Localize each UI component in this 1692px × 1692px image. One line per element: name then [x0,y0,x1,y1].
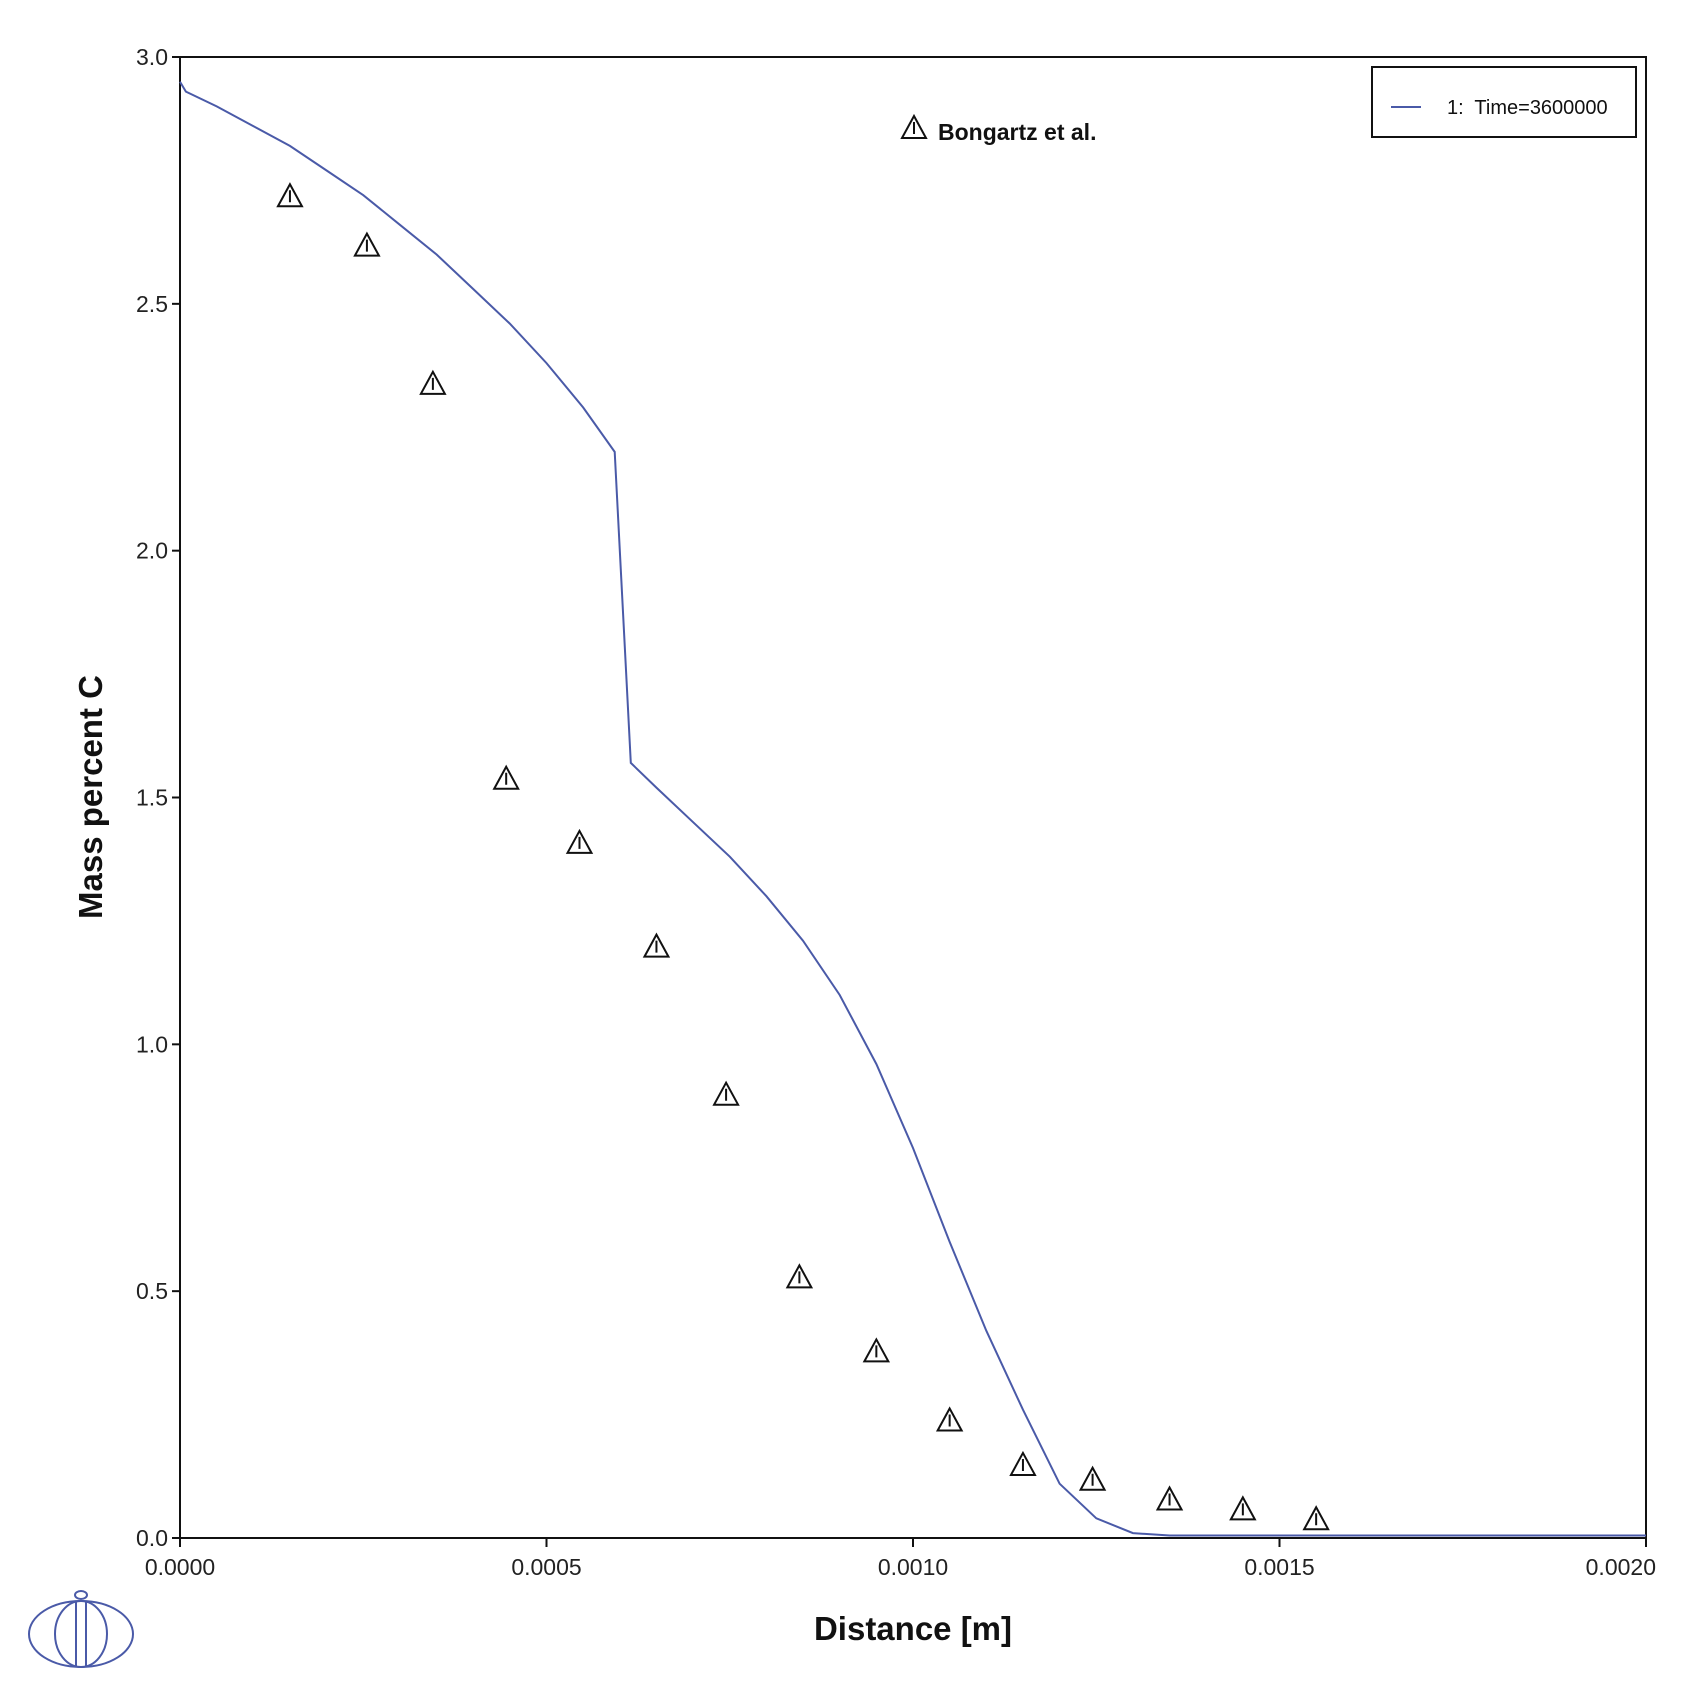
logo [28,1590,134,1668]
data-point-bongartz [862,1337,891,1363]
data-point-bongartz [353,231,381,257]
scatter-annotation: Bongartz et al. [900,113,1096,145]
y-tick-label: 2.0 [136,538,168,564]
x-tick-label: 0.0005 [511,1554,581,1580]
y-tick-label: 2.5 [136,291,168,317]
data-point-bongartz [642,932,671,958]
y-tick-label: 0.5 [136,1278,168,1304]
data-point-bongartz [1009,1450,1037,1476]
data-point-bongartz [1229,1495,1257,1521]
y-tick-label: 3.0 [136,44,168,70]
data-point-bongartz [1302,1505,1330,1531]
x-tick-label: 0.0000 [145,1554,215,1580]
data-point-bongartz [935,1406,964,1432]
data-point-bongartz [785,1263,814,1289]
x-tick-label: 0.0010 [878,1554,948,1580]
series-line-time-3600000 [179,81,1646,1537]
y-tick-label: 0.0 [136,1525,168,1551]
plot-frame [179,56,1647,1539]
annotation-label: Bongartz et al. [938,119,1096,145]
legend-box [1371,66,1637,138]
data-point-bongartz [565,828,594,854]
data-point-bongartz [1078,1465,1107,1491]
logo-ellipse [28,1600,134,1668]
x-tick-label: 0.0015 [1244,1554,1314,1580]
x-axis-title: Distance [m] [814,1610,1012,1647]
y-tick-label: 1.5 [136,785,168,811]
y-tick-label: 1.0 [136,1031,168,1057]
x-axis-ticks: 0.0000 0.0005 0.0010 0.0015 0.0020 [145,1538,1656,1580]
y-axis-ticks: 0.0 0.5 1.0 1.5 2.0 2.5 3.0 [136,44,180,1551]
x-tick-label: 0.0020 [1586,1554,1656,1580]
data-point-bongartz [492,764,520,790]
data-point-bongartz [1155,1485,1184,1511]
legend-label: 1: Time=3600000 [1447,97,1608,119]
annotation-triangle-marker [900,113,928,139]
logo-dot [74,1590,88,1600]
series-layer [179,81,1646,1537]
y-axis-title: Mass percent C [72,675,109,919]
data-point-bongartz [276,182,304,208]
data-point-bongartz [712,1080,740,1106]
logo-inner-ellipse [54,1600,108,1668]
data-point-bongartz [419,369,447,395]
legend: 1: Time=3600000 [1371,66,1637,138]
